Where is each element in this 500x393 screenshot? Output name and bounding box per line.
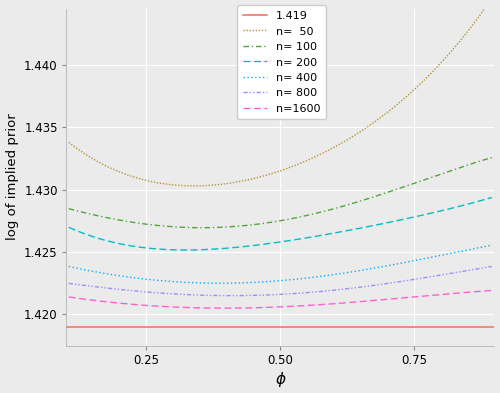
- n= 200: [67, 226, 73, 230]
- n=  50: [489, 0, 495, 1]
- Line: n= 200: n= 200: [68, 198, 492, 250]
- n=1600: [326, 302, 332, 307]
- Line: n= 800: n= 800: [68, 266, 492, 296]
- n=  50: [318, 152, 324, 156]
- n= 400: [450, 250, 456, 255]
- n= 400: [67, 264, 73, 269]
- n=1600: [67, 295, 73, 299]
- n=1600: [450, 291, 456, 296]
- n= 100: [198, 225, 204, 230]
- n= 800: [450, 270, 456, 275]
- n=  50: [67, 141, 73, 146]
- n= 800: [228, 293, 234, 298]
- Line: n= 100: n= 100: [68, 158, 492, 228]
- n= 200: [450, 206, 456, 210]
- n= 400: [217, 281, 223, 286]
- n= 800: [318, 289, 324, 294]
- n=1600: [424, 294, 430, 298]
- n= 100: [67, 207, 73, 211]
- n= 800: [489, 264, 495, 269]
- n= 100: [326, 208, 332, 212]
- Y-axis label: log of implied prior: log of implied prior: [6, 114, 18, 241]
- n= 800: [66, 281, 71, 286]
- n=  50: [450, 46, 456, 51]
- n= 100: [66, 206, 71, 211]
- n= 100: [489, 155, 495, 160]
- Line: n=1600: n=1600: [68, 290, 492, 308]
- n= 400: [66, 264, 71, 269]
- n=  50: [424, 75, 430, 80]
- n= 200: [424, 212, 430, 217]
- Line: n= 400: n= 400: [68, 245, 492, 283]
- n=1600: [66, 295, 71, 299]
- n= 100: [318, 210, 324, 215]
- n=  50: [66, 140, 71, 145]
- Legend: 1.419, n=  50, n= 100, n= 200, n= 400, n= 800, n=1600: 1.419, n= 50, n= 100, n= 200, n= 400, n=…: [238, 5, 326, 119]
- n=1600: [318, 302, 324, 307]
- n= 400: [489, 243, 495, 248]
- n=1600: [319, 302, 325, 307]
- n= 200: [66, 225, 71, 230]
- n= 800: [326, 288, 332, 293]
- n= 400: [326, 273, 332, 277]
- n=1600: [489, 288, 495, 293]
- n= 800: [424, 275, 430, 280]
- n= 100: [450, 167, 456, 172]
- n= 200: [318, 233, 324, 238]
- n= 200: [489, 195, 495, 200]
- n= 800: [319, 289, 325, 294]
- Line: n=  50: n= 50: [68, 0, 492, 186]
- n= 400: [318, 274, 324, 279]
- X-axis label: ϕ: ϕ: [276, 373, 285, 387]
- n=1600: [222, 306, 228, 310]
- n= 400: [319, 274, 325, 279]
- n= 200: [319, 233, 325, 238]
- n=  50: [326, 147, 332, 152]
- n= 100: [319, 209, 325, 214]
- n= 400: [424, 256, 430, 261]
- n= 100: [424, 176, 430, 181]
- n= 800: [67, 281, 73, 286]
- n= 200: [326, 231, 332, 236]
- n=  50: [319, 151, 325, 156]
- n= 200: [183, 248, 189, 252]
- n=  50: [192, 184, 198, 188]
